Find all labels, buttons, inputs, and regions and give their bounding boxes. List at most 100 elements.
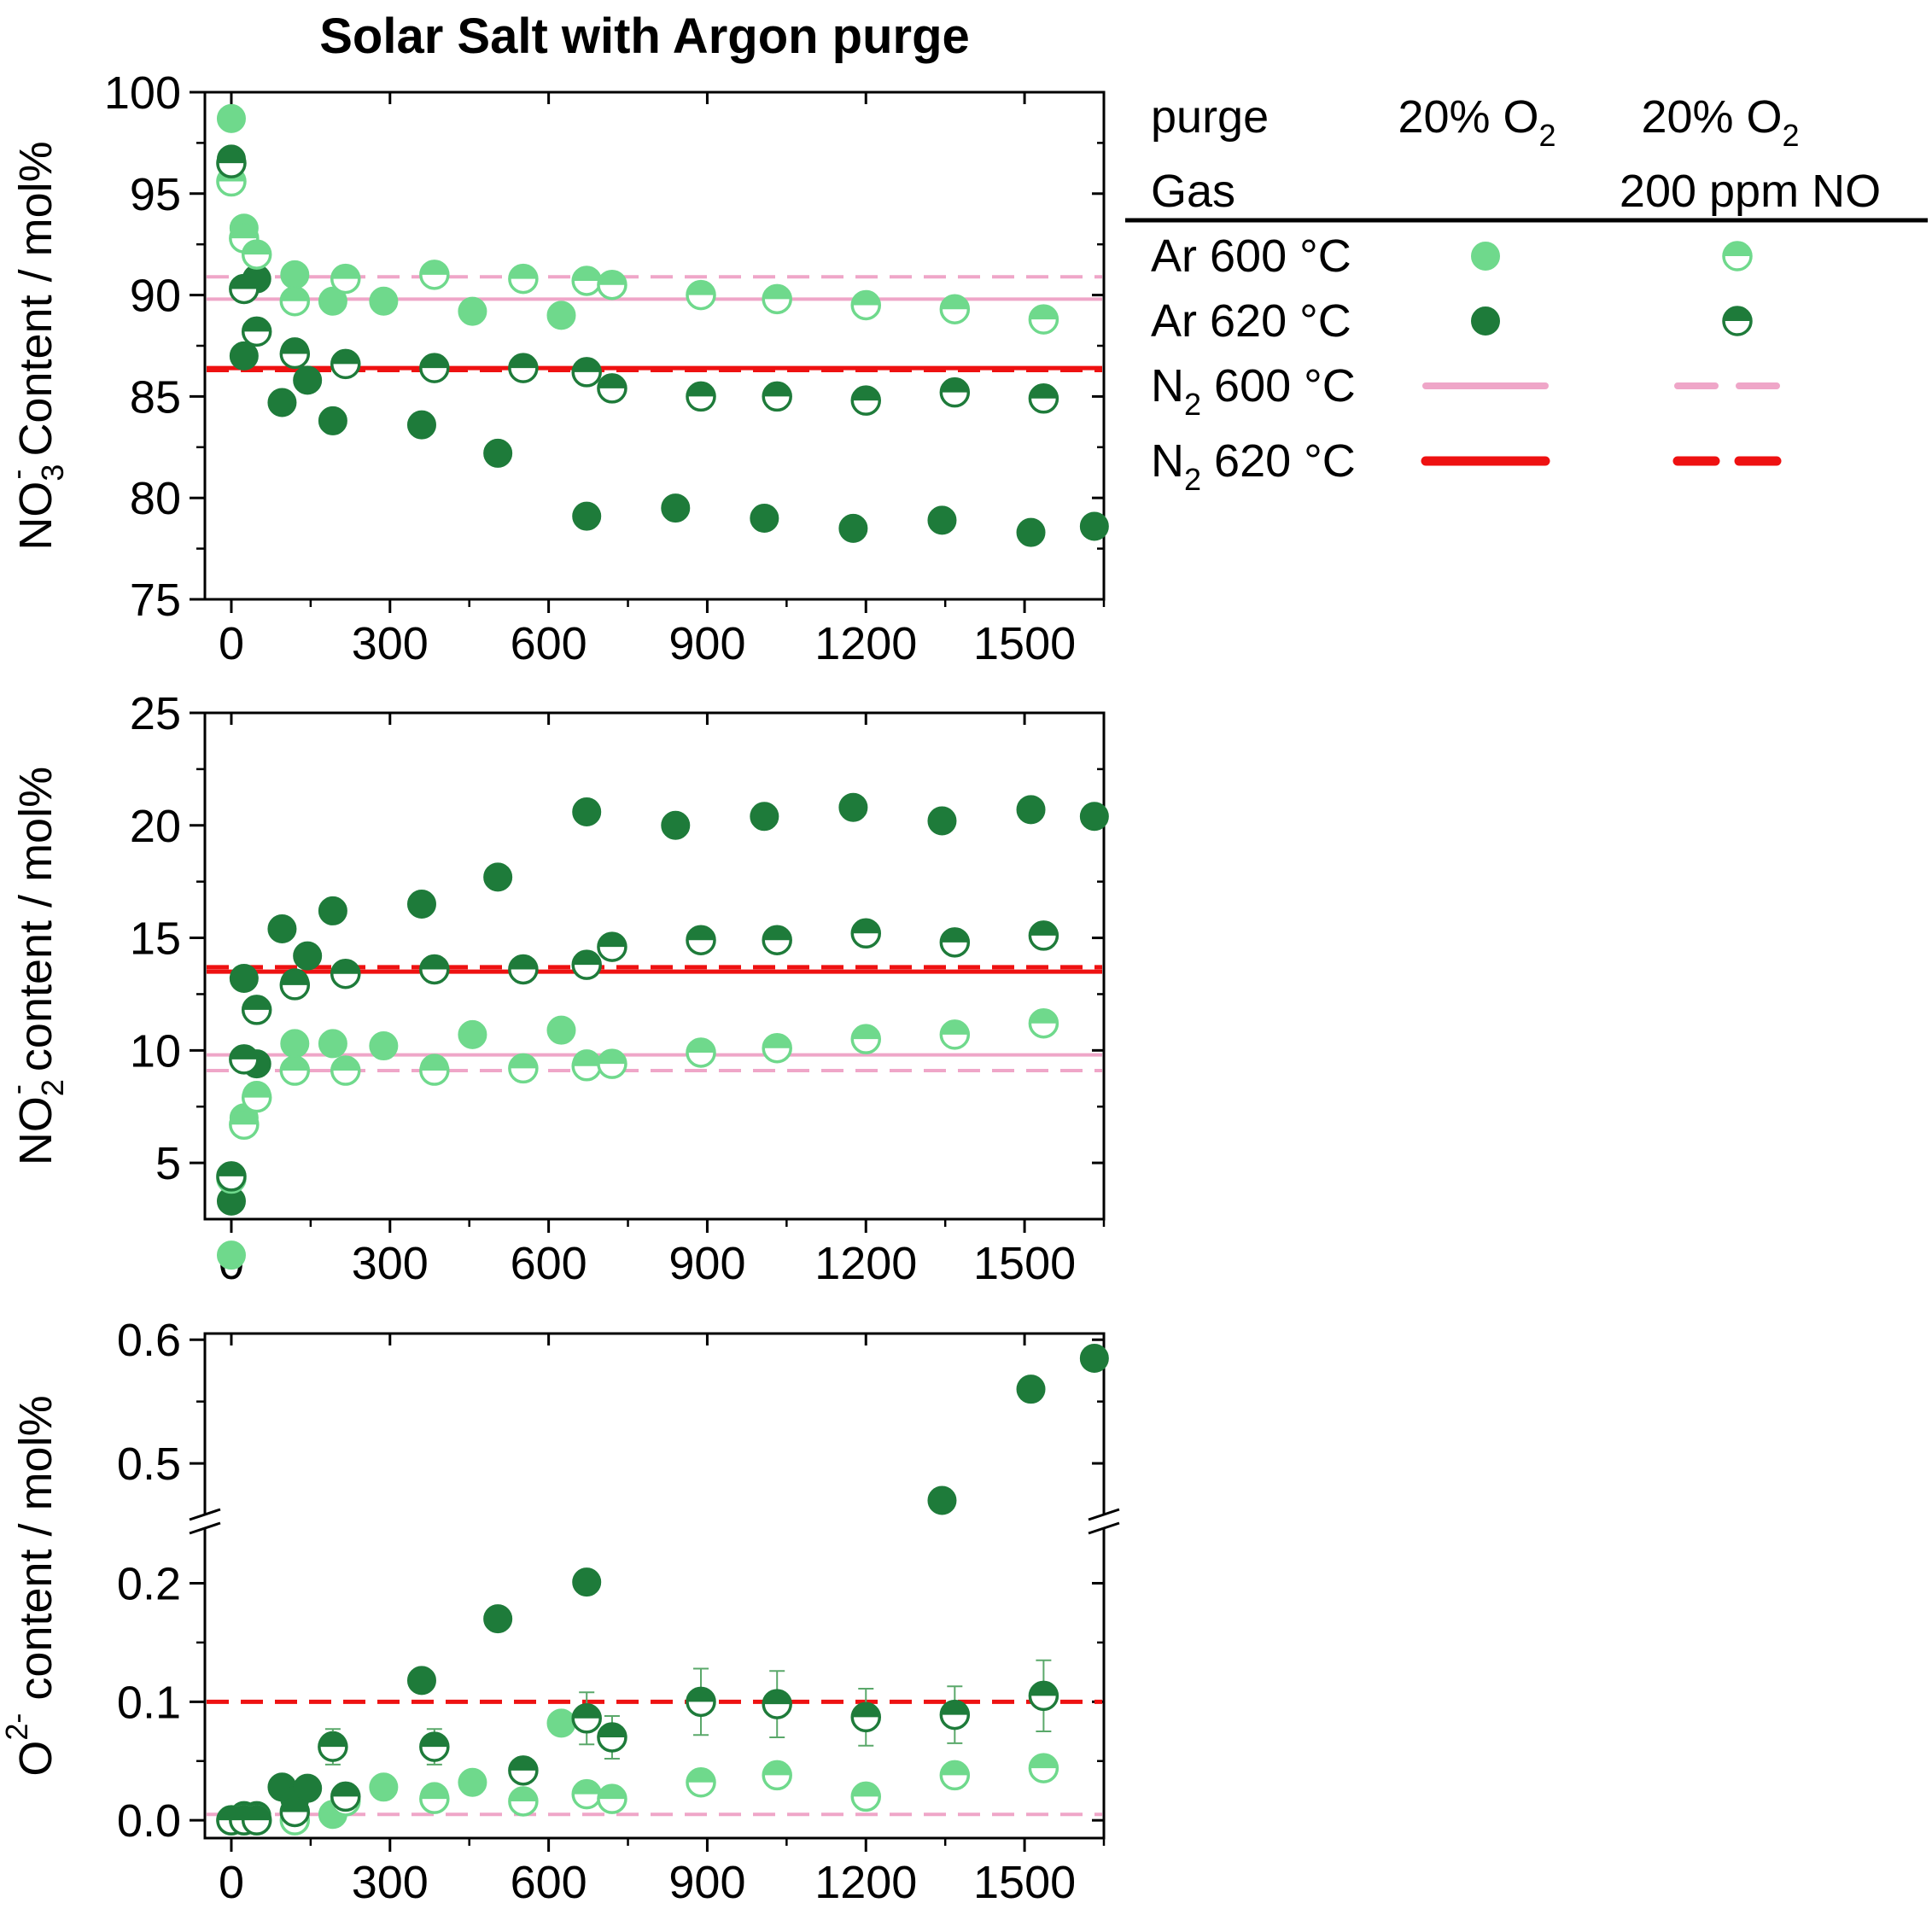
- legend-marker-filled: [1471, 242, 1500, 271]
- y-tick-label: 0.6: [117, 1315, 181, 1366]
- data-point-half: [939, 1760, 971, 1791]
- data-point-half: [1028, 1753, 1059, 1783]
- data-point-filled: [750, 503, 779, 533]
- data-point-half: [571, 266, 602, 296]
- x-tick-label: 1500: [973, 618, 1076, 669]
- y-axis-label: NO3- Content / mol%: [0, 141, 70, 550]
- y-tick-label: 90: [130, 271, 181, 322]
- data-point-filled: [572, 1567, 602, 1597]
- x-tick-label: 600: [511, 1857, 587, 1908]
- data-point-half: [508, 263, 539, 295]
- data-point-filled: [267, 388, 297, 417]
- data-point-filled: [661, 810, 691, 840]
- data-point-half: [419, 1731, 450, 1762]
- data-point-half: [939, 294, 971, 324]
- y-tick-label: 0.5: [117, 1439, 181, 1490]
- data-point-half: [508, 954, 539, 985]
- data-point-half: [279, 970, 311, 1001]
- y-tick-label: 5: [155, 1138, 181, 1189]
- legend-row-label: N2 600 °C: [1151, 360, 1356, 422]
- legend-marker-filled: [1471, 306, 1500, 336]
- y-axis-label: O2- content / mol%: [0, 1395, 61, 1776]
- data-point-half: [330, 348, 361, 380]
- data-point-half: [850, 918, 882, 949]
- y-tick-label: 0.1: [117, 1677, 181, 1728]
- data-point-half: [318, 1731, 348, 1762]
- data-point-filled: [406, 410, 436, 440]
- data-point-filled: [216, 103, 246, 133]
- data-point-half: [686, 925, 716, 955]
- data-point-half: [939, 927, 971, 958]
- data-point-filled: [927, 806, 957, 836]
- data-point-half: [508, 353, 539, 383]
- data-point-half: [686, 1686, 716, 1718]
- data-point-half: [762, 1689, 792, 1719]
- data-point-filled: [1079, 511, 1109, 541]
- data-point-filled: [1016, 517, 1046, 547]
- y-tick-label: 95: [130, 169, 181, 220]
- data-point-filled: [838, 792, 868, 822]
- data-point-half: [850, 1024, 882, 1054]
- data-point-half: [939, 376, 971, 408]
- data-point-half: [419, 1055, 450, 1086]
- data-point-half: [330, 958, 361, 989]
- data-point-half: [762, 925, 792, 955]
- panel-nitrite: 030060090012001500510152025NO2- content …: [0, 688, 1109, 1289]
- data-point-half: [419, 954, 450, 985]
- data-point-filled: [1016, 1375, 1046, 1404]
- data-point-half: [571, 1703, 602, 1734]
- y-tick-label: 80: [130, 473, 181, 524]
- data-point-filled: [293, 365, 323, 395]
- plot-frame: [203, 1332, 1106, 1840]
- data-point-half: [241, 316, 272, 347]
- x-tick-label: 1200: [814, 1238, 917, 1289]
- data-point-filled: [546, 1015, 576, 1045]
- data-point-half: [571, 1051, 602, 1082]
- data-point-half: [508, 1755, 539, 1786]
- data-point-filled: [838, 513, 868, 543]
- data-point-half: [229, 1044, 260, 1075]
- data-point-half: [330, 1055, 361, 1086]
- x-tick-label: 600: [511, 1238, 587, 1289]
- data-point-half: [597, 373, 627, 404]
- data-point-filled: [483, 862, 513, 892]
- x-tick-label: 900: [668, 1857, 745, 1908]
- chart-title: Solar Salt with Argon purge: [319, 9, 970, 64]
- data-point-half: [241, 1082, 272, 1113]
- data-point-filled: [927, 505, 957, 535]
- data-point-filled: [293, 1773, 323, 1803]
- legend-col2-subheader: 200 ppm NO: [1620, 166, 1881, 217]
- axis-break-mark: [1088, 1521, 1120, 1535]
- data-point-half: [229, 273, 260, 305]
- x-tick-label: 300: [352, 618, 429, 669]
- data-point-half: [1028, 304, 1059, 335]
- data-point-half: [330, 263, 361, 295]
- data-point-filled: [406, 890, 436, 919]
- data-point-filled: [318, 1029, 347, 1059]
- data-point-half: [229, 1109, 260, 1141]
- y-tick-label: 10: [130, 1025, 181, 1077]
- y-axis-label: NO2- content / mol%: [0, 767, 70, 1165]
- data-point-filled: [661, 493, 691, 523]
- x-tick-label: 0: [219, 618, 244, 669]
- data-point-filled: [458, 1019, 487, 1049]
- legend-marker-half: [1722, 241, 1753, 271]
- data-point-half: [508, 1786, 539, 1817]
- data-point-filled: [572, 797, 602, 826]
- data-point-filled: [546, 301, 576, 330]
- data-point-half: [762, 381, 792, 412]
- data-point-half: [686, 279, 716, 311]
- legend-marker-half: [1722, 306, 1753, 336]
- data-point-filled: [750, 802, 779, 832]
- data-point-filled: [458, 296, 487, 326]
- axis-break-mark: [189, 1508, 221, 1521]
- data-point-half: [686, 1766, 716, 1798]
- data-point-half: [419, 353, 450, 383]
- y-tick-label: 75: [130, 575, 181, 626]
- data-point-filled: [229, 963, 259, 993]
- y-tick-label: 100: [104, 67, 181, 119]
- data-point-half: [762, 1760, 792, 1791]
- data-point-half: [241, 1805, 272, 1836]
- data-point-half: [1028, 920, 1059, 951]
